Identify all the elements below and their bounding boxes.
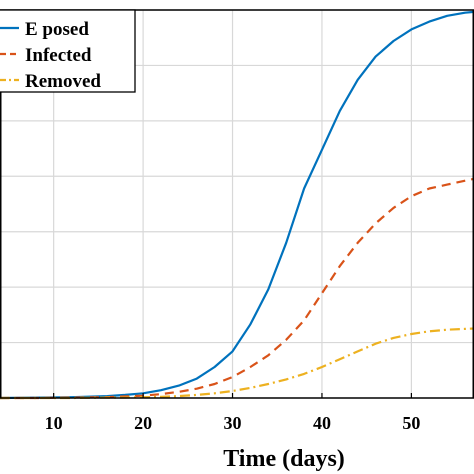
x-tick-label: 20 xyxy=(134,413,152,433)
legend-label: Removed xyxy=(25,71,101,92)
legend-label: E posed xyxy=(25,19,89,40)
plot-frame xyxy=(0,9,474,399)
x-ticks: 10 20 30 40 50 xyxy=(45,393,420,433)
x-tick-label: 40 xyxy=(313,413,331,433)
legend: E posed Infected Removed xyxy=(0,9,136,93)
legend-box xyxy=(0,9,136,93)
series-line-1 xyxy=(0,177,474,400)
x-tick-label: 50 xyxy=(402,413,420,433)
series-line-0 xyxy=(0,10,474,400)
x-axis-title: Time (days) xyxy=(223,446,345,472)
legend-label: Infected xyxy=(25,45,92,66)
series-line-2 xyxy=(0,327,474,400)
x-tick-label: 30 xyxy=(224,413,242,433)
x-tick-label: 10 xyxy=(45,413,63,433)
